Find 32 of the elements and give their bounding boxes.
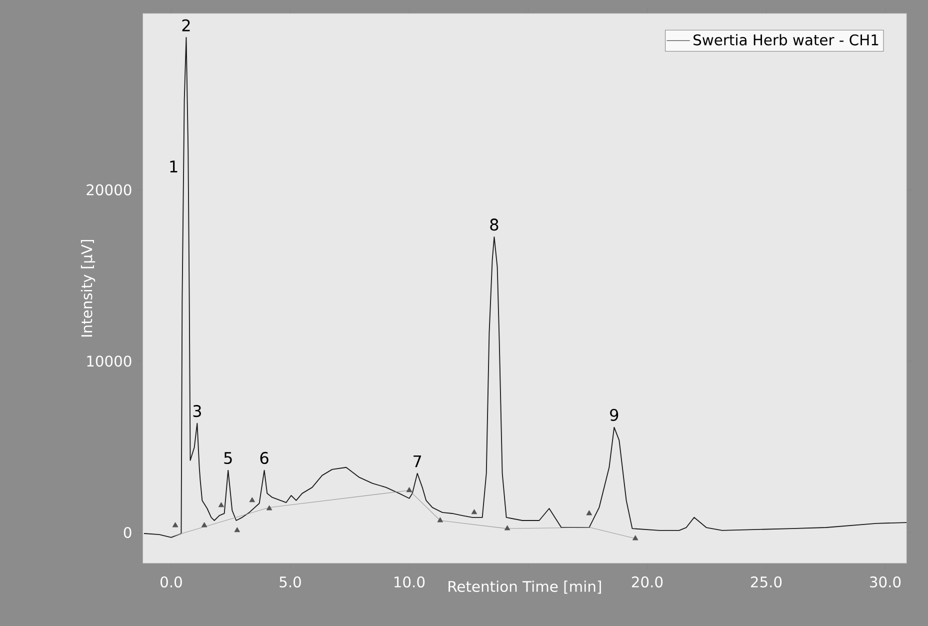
y-tick-label: 0 [124, 526, 132, 538]
x-tick-label: 30.0 [870, 576, 901, 588]
annotation: 9 [610, 408, 618, 422]
y-tick-label: 20000 [86, 184, 132, 196]
x-tick-label: 0.0 [160, 576, 182, 588]
point [266, 505, 272, 510]
point [632, 535, 638, 540]
annotation: 5 [224, 452, 232, 464]
point [406, 487, 412, 492]
point [234, 527, 240, 532]
x-tick-label: 5.0 [280, 576, 301, 588]
y-axis-title: Intensity [μV] [80, 240, 96, 337]
annotation: 6 [260, 452, 268, 464]
annotation: 1 [170, 160, 178, 172]
y-tick-label: 10000 [87, 356, 132, 367]
point [202, 522, 208, 528]
point [249, 497, 255, 502]
point [471, 509, 478, 514]
x-tick-label: 25.0 [750, 576, 782, 588]
point [172, 522, 178, 528]
point [218, 502, 224, 508]
point [437, 517, 443, 522]
annotation: 2 [182, 19, 190, 32]
x-tick-label: 20.0 [632, 576, 663, 588]
point [586, 510, 592, 516]
annotation: 7 [414, 455, 422, 468]
annotation: 3 [193, 404, 201, 418]
annotation: 8 [490, 218, 498, 231]
point [504, 525, 510, 530]
x-axis-title: Retention Time [min] [448, 580, 601, 594]
legend-label: Swertia Herb water - CH1 [694, 34, 878, 46]
x-tick-label: 10.0 [394, 576, 425, 588]
